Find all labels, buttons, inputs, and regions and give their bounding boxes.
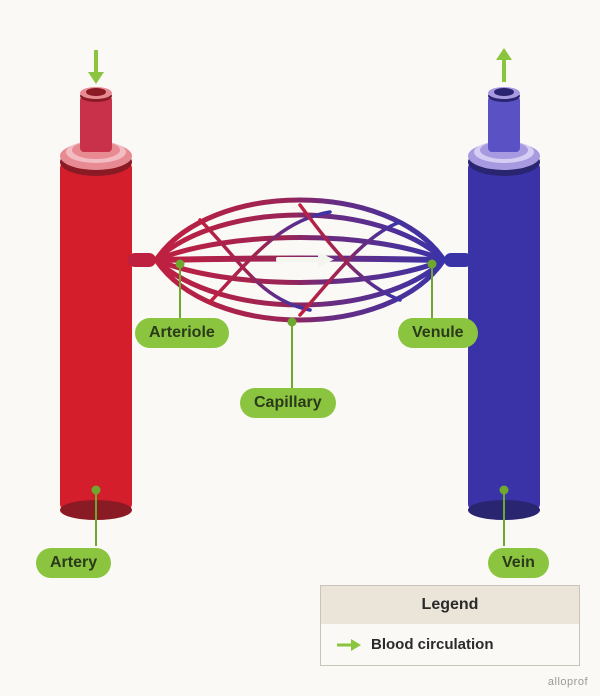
arteriole-stub xyxy=(128,253,156,267)
flow-arrow-icon xyxy=(337,638,361,652)
watermark: alloprof xyxy=(548,676,588,688)
vein-label: Vein xyxy=(488,548,549,578)
artery-label: Artery xyxy=(36,548,111,578)
diagram-root: Artery Arteriole Capillary Venule Vein L… xyxy=(0,0,600,696)
vein-vessel xyxy=(468,87,540,520)
legend-item: Blood circulation xyxy=(321,624,579,665)
capillary-label: Capillary xyxy=(240,388,336,418)
artery-flow-arrow-icon xyxy=(88,50,104,84)
venule-stub xyxy=(444,253,472,267)
venule-label: Venule xyxy=(398,318,478,348)
legend-box: Legend Blood circulation xyxy=(320,585,580,666)
legend-item-text: Blood circulation xyxy=(371,636,494,653)
vein-flow-arrow-icon xyxy=(496,48,512,82)
legend-title: Legend xyxy=(321,586,579,624)
arteriole-label: Arteriole xyxy=(135,318,229,348)
artery-vessel xyxy=(60,87,132,520)
center-flow-arrow-icon xyxy=(276,252,334,267)
